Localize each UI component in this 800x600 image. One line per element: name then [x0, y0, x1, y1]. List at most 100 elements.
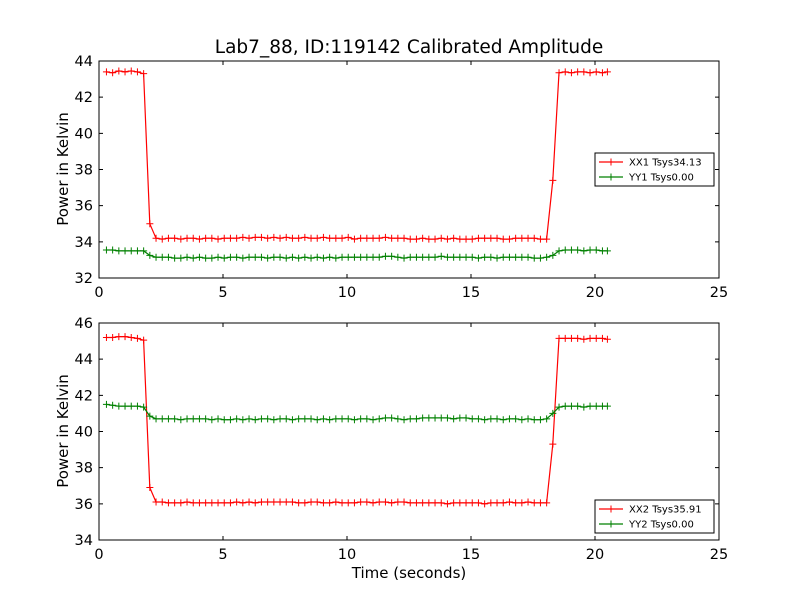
- data-point: [512, 499, 520, 507]
- data-point: [388, 499, 396, 507]
- data-point: [437, 499, 445, 507]
- y-axis-label-bottom: Power in Kelvin: [54, 374, 72, 488]
- data-point: [481, 253, 489, 261]
- data-point: [319, 499, 327, 507]
- data-point: [603, 68, 611, 76]
- data-point: [443, 235, 451, 243]
- data-point: [474, 499, 482, 507]
- data-point: [524, 253, 532, 261]
- top-plot: 0 5 10 15 20 25 32 34 36 38 40 42 44 XX1 Tsys34.13 YY1…: [75, 54, 729, 301]
- data-point: [400, 416, 408, 424]
- data-point: [425, 235, 433, 243]
- data-point: [270, 233, 278, 241]
- data-point: [270, 253, 278, 261]
- data-point: [530, 254, 538, 262]
- data-point: [543, 499, 551, 507]
- data-point: [375, 253, 383, 261]
- data-point: [363, 253, 371, 261]
- data-point: [276, 415, 284, 423]
- data-point: [146, 412, 154, 420]
- y-tick-label: 40: [75, 425, 93, 441]
- x-tick-label: 5: [218, 285, 227, 301]
- data-point: [288, 416, 296, 424]
- x-tick-label: 25: [710, 547, 728, 563]
- data-point: [282, 498, 290, 506]
- data-point: [233, 234, 241, 242]
- data-point: [109, 401, 117, 409]
- data-point: [474, 234, 482, 242]
- data-point: [357, 415, 365, 423]
- bottom-plot: 0 5 10 15 20 25 34 36 38 40 42 44 46 XX2 Tsys35.91 YY2…: [75, 316, 729, 563]
- legend-swatch-marker: [607, 158, 615, 166]
- data-point: [195, 499, 203, 507]
- data-point: [251, 416, 259, 424]
- y-tick-label: 34: [75, 533, 93, 549]
- data-point: [239, 233, 247, 241]
- data-point: [208, 499, 216, 507]
- data-point: [493, 499, 501, 507]
- data-point: [276, 253, 284, 261]
- data-point: [574, 246, 582, 254]
- data-point: [462, 414, 470, 422]
- data-point: [233, 253, 241, 261]
- data-point: [512, 253, 520, 261]
- x-tick-label: 20: [586, 547, 604, 563]
- data-point: [450, 253, 458, 261]
- y-tick-label: 42: [75, 90, 93, 106]
- legend-swatch-marker: [607, 520, 615, 528]
- data-point: [164, 499, 172, 507]
- data-point: [102, 68, 110, 76]
- data-point: [102, 400, 110, 408]
- data-point: [220, 234, 228, 242]
- x-tick-label: 10: [338, 285, 356, 301]
- data-point: [189, 234, 197, 242]
- data-point: [264, 415, 272, 423]
- data-point: [561, 402, 569, 410]
- data-point: [152, 234, 160, 242]
- data-point: [375, 415, 383, 423]
- data-point: [121, 247, 129, 255]
- data-point: [245, 498, 253, 506]
- data-point: [102, 333, 110, 341]
- data-point: [202, 254, 210, 262]
- data-point: [152, 253, 160, 261]
- data-point: [580, 247, 588, 255]
- data-point: [115, 247, 123, 255]
- y-axis-label-top: Power in Kelvin: [54, 112, 72, 226]
- data-point: [133, 247, 141, 255]
- data-point: [369, 499, 377, 507]
- data-point: [158, 498, 166, 506]
- data-point: [425, 414, 433, 422]
- data-point: [152, 498, 160, 506]
- data-point: [171, 234, 179, 242]
- data-point: [474, 415, 482, 423]
- data-point: [487, 499, 495, 507]
- data-point: [307, 234, 315, 242]
- data-point: [468, 235, 476, 243]
- data-point: [208, 234, 216, 242]
- data-point: [406, 253, 414, 261]
- data-point: [177, 235, 185, 243]
- data-point: [121, 333, 129, 341]
- data-point: [251, 253, 259, 261]
- data-point: [133, 334, 141, 342]
- data-point: [388, 234, 396, 242]
- data-point: [164, 415, 172, 423]
- data-point: [567, 69, 575, 77]
- data-point: [450, 234, 458, 242]
- data-point: [313, 234, 321, 242]
- data-point: [363, 415, 371, 423]
- data-point: [381, 252, 389, 260]
- data-point: [481, 500, 489, 508]
- data-point: [332, 415, 340, 423]
- data-point: [183, 253, 191, 261]
- data-point: [468, 415, 476, 423]
- data-point: [140, 403, 148, 411]
- data-point: [530, 234, 538, 242]
- data-point: [375, 234, 383, 242]
- data-point: [326, 253, 334, 261]
- data-point: [443, 253, 451, 261]
- data-point: [357, 498, 365, 506]
- data-point: [536, 254, 544, 262]
- data-point: [220, 254, 228, 262]
